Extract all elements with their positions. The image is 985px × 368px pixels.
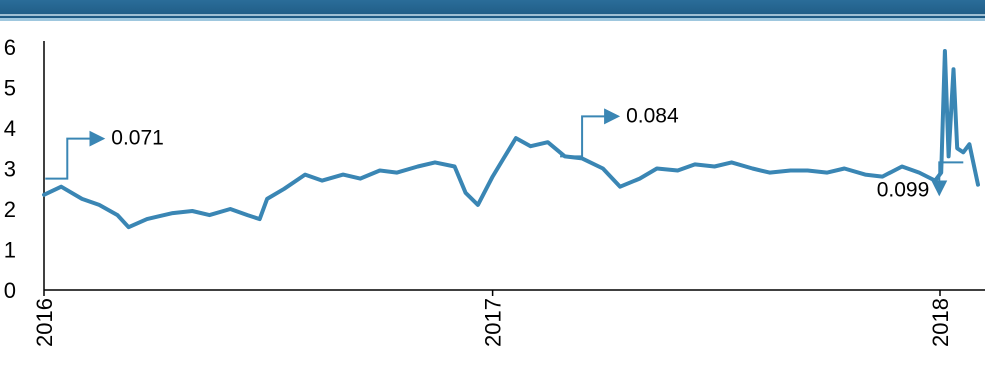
y-tick-label: 5 [4,76,16,101]
y-tick-label: 4 [4,116,16,141]
y-tick-label: 3 [4,157,16,182]
series-layer [42,49,980,230]
y-tick-label: 2 [4,197,16,222]
header-banner [0,0,985,21]
annotation-label: 0.084 [626,104,679,127]
y-tick-label: 6 [4,35,16,60]
annotation-arrow [560,108,621,158]
annotation-label: 0.071 [111,127,164,150]
series-line [42,49,980,230]
annotation-arrow [931,161,964,197]
y-tick-label: 1 [4,238,16,263]
annotation-layer: 0.071 0.084 0.099 [45,104,964,201]
annotation-arrow [45,130,106,180]
chart-axes [43,41,985,296]
x-tick-label: 2018 [928,298,953,347]
header-banner-stripe [0,14,985,16]
annotation-label: 0.099 [877,178,930,201]
x-tick-label: 2017 [481,298,506,347]
x-tick-label: 2016 [32,298,57,347]
x-tick-labels: 2016 2017 2018 [32,298,953,347]
y-tick-labels: 0 1 2 3 4 5 6 [4,35,16,303]
y-tick-label: 0 [4,278,16,303]
